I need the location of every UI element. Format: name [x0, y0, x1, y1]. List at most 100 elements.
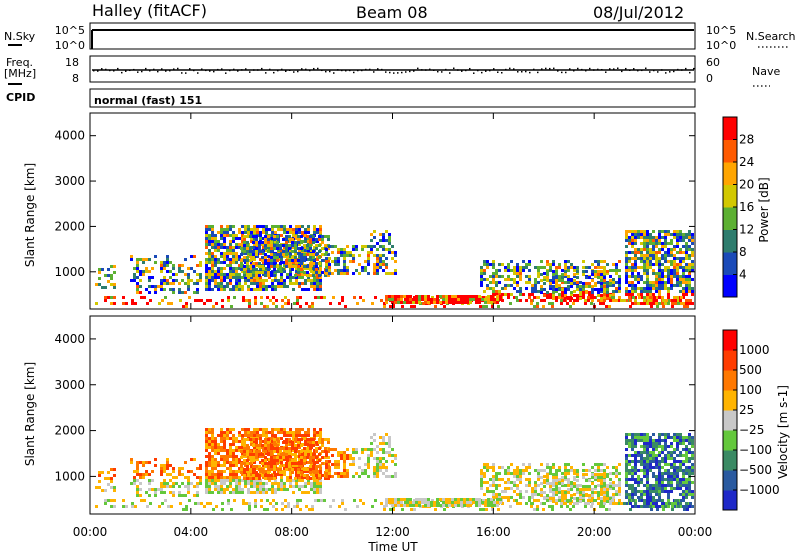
power-cell [238, 228, 241, 231]
power-cell [661, 254, 664, 257]
power-cell [536, 302, 539, 305]
power-cell [640, 290, 643, 293]
power-cell [169, 288, 172, 291]
velocity-cell [217, 470, 220, 473]
power-cell [549, 263, 552, 266]
velocity-cell [304, 443, 307, 446]
power-cell [546, 263, 549, 266]
power-cell [531, 293, 534, 296]
power-cell [534, 266, 537, 269]
power-cell [442, 301, 445, 304]
power-cell [519, 266, 522, 269]
velocity-cell [634, 481, 637, 484]
power-cell [685, 302, 688, 305]
power-cell [600, 276, 603, 279]
power-cell [522, 260, 525, 263]
velocity-cell [376, 463, 379, 466]
velocity-cell [643, 457, 646, 460]
power-cell [388, 298, 391, 301]
power-cell [166, 264, 169, 267]
power-cell [582, 282, 585, 285]
power-cell [667, 251, 670, 254]
power-cell [334, 257, 337, 260]
power-cell [205, 228, 208, 231]
power-cell [391, 272, 394, 275]
velocity-cell [691, 505, 694, 508]
velocity-cell [427, 498, 430, 501]
power-cell [542, 305, 545, 308]
velocity-cell [643, 502, 646, 505]
velocity-cell [388, 436, 391, 439]
velocity-cell [618, 484, 621, 487]
power-cell [534, 281, 537, 284]
velocity-cell [136, 479, 139, 482]
nave-point [413, 70, 415, 72]
power-cell [110, 296, 113, 299]
power-cell [623, 299, 626, 302]
power-cell [492, 272, 495, 275]
velocity-cell [691, 442, 694, 445]
velocity-cell [313, 482, 316, 485]
power-cell [552, 281, 555, 284]
velocity-cell [625, 475, 628, 478]
velocity-cell [685, 445, 688, 448]
velocity-cell [242, 502, 245, 505]
velocity-cell [254, 505, 257, 508]
power-cell [244, 279, 247, 282]
velocity-cell [582, 499, 585, 502]
power-cell [309, 241, 312, 244]
velocity-cell [252, 468, 255, 471]
power-cell [346, 251, 349, 254]
power-cell [510, 284, 513, 287]
velocity-cell [673, 436, 676, 439]
power-cell [178, 288, 181, 291]
velocity-cell [685, 487, 688, 490]
velocity-cell [439, 504, 442, 507]
velocity-cell [486, 481, 489, 484]
power-cell [139, 279, 142, 282]
velocity-cell [637, 436, 640, 439]
power-cell [594, 260, 597, 263]
power-cell [280, 276, 283, 279]
velocity-cell [324, 447, 327, 450]
nave-point [165, 70, 167, 72]
velocity-cell [682, 475, 685, 478]
velocity-cell [304, 485, 307, 488]
power-cell [516, 290, 519, 293]
velocity-cell [243, 444, 246, 447]
power-cell [640, 260, 643, 263]
velocity-cell [445, 501, 448, 504]
power-cell [232, 258, 235, 261]
power-cell [179, 299, 182, 302]
velocity-cell [148, 494, 151, 497]
velocity-cell [104, 499, 107, 502]
power-cell [497, 305, 500, 308]
velocity-cell [226, 479, 229, 482]
power-cell [469, 295, 472, 298]
velocity-cell [680, 499, 683, 502]
power-cell [424, 298, 427, 301]
velocity-cell [300, 444, 303, 447]
power-cell [603, 299, 606, 302]
velocity-cell [110, 477, 113, 480]
velocity-cell [664, 439, 667, 442]
velocity-cell [685, 493, 688, 496]
power-cell [573, 266, 576, 269]
power-cell [637, 272, 640, 275]
power-cell [148, 285, 151, 288]
velocity-cell [255, 474, 258, 477]
power-cell [631, 245, 634, 248]
power-cell [143, 296, 146, 299]
velocity-cell [552, 491, 555, 494]
power-cell [391, 295, 394, 298]
velocity-cell [561, 482, 564, 485]
power-cell [673, 245, 676, 248]
power-cell [673, 260, 676, 263]
power-cell [217, 267, 220, 270]
power-cell [655, 242, 658, 245]
velocity-cell [373, 472, 376, 475]
velocity-cell [252, 465, 255, 468]
velocity-cell [573, 502, 576, 505]
velocity-cell [679, 487, 682, 490]
velocity-cell [307, 428, 310, 431]
